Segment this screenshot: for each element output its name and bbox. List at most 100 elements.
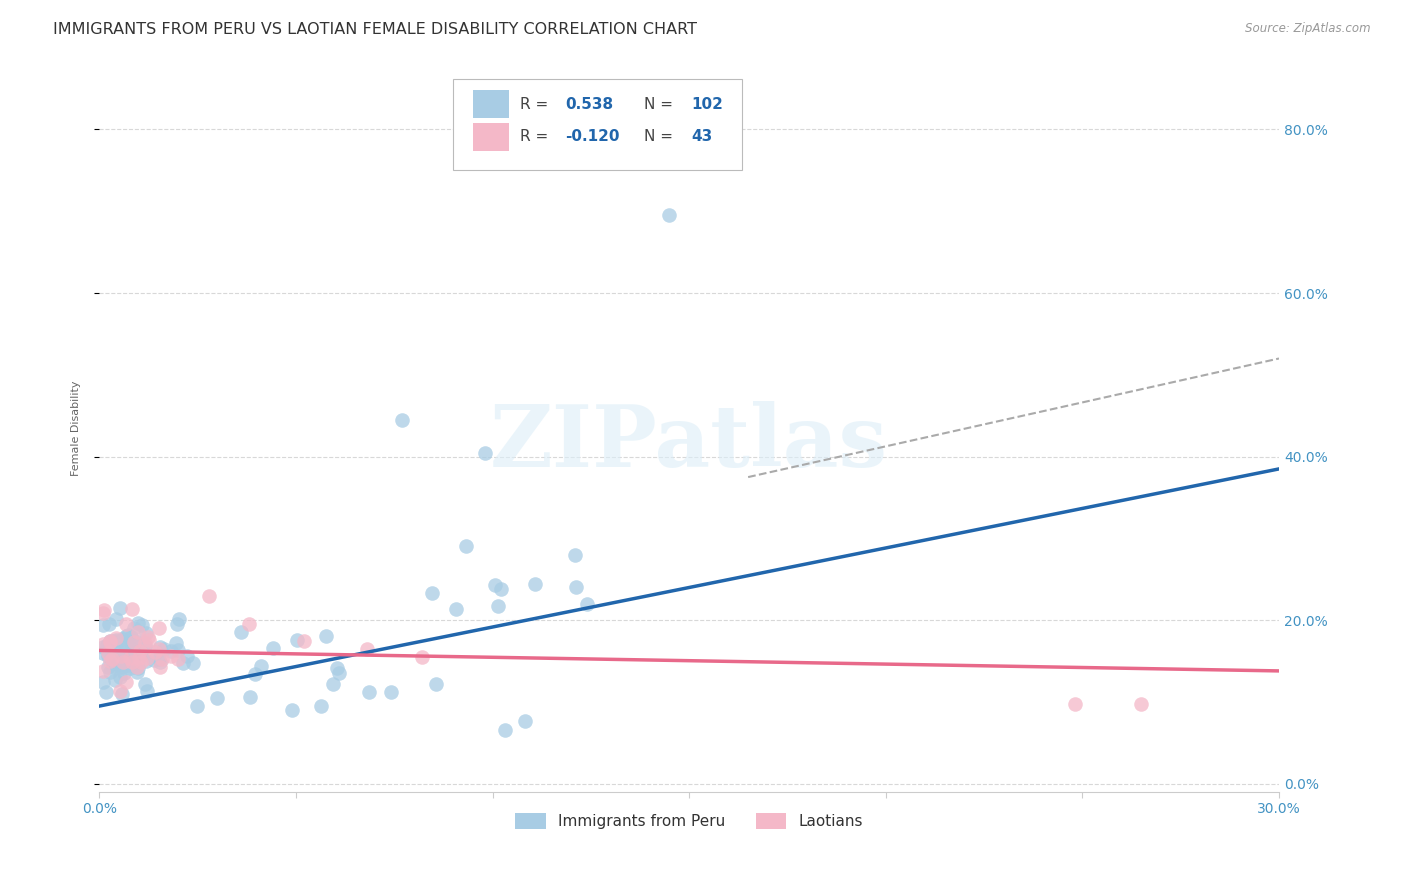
Point bbox=[117, 658, 139, 673]
FancyBboxPatch shape bbox=[453, 78, 742, 169]
Point bbox=[149, 660, 172, 674]
Point bbox=[328, 666, 350, 681]
Point bbox=[110, 655, 132, 669]
Point bbox=[136, 684, 159, 698]
Point bbox=[513, 714, 536, 728]
Point bbox=[422, 585, 444, 599]
Text: -0.120: -0.120 bbox=[565, 129, 620, 145]
Point bbox=[134, 636, 156, 650]
Point bbox=[127, 661, 149, 675]
Point bbox=[98, 616, 121, 631]
Point bbox=[494, 723, 516, 738]
Point bbox=[112, 655, 135, 669]
Point bbox=[148, 621, 170, 635]
Point bbox=[96, 685, 118, 699]
Point bbox=[112, 666, 135, 681]
Text: N =: N = bbox=[644, 129, 678, 145]
Point bbox=[129, 644, 152, 658]
Point bbox=[118, 651, 141, 665]
Point bbox=[97, 646, 120, 660]
FancyBboxPatch shape bbox=[474, 90, 509, 118]
Point bbox=[117, 628, 139, 642]
Point bbox=[115, 649, 138, 664]
Point bbox=[110, 660, 132, 674]
Point bbox=[120, 652, 142, 666]
Point bbox=[135, 626, 157, 640]
Point bbox=[160, 644, 183, 658]
Point bbox=[115, 629, 138, 643]
Point bbox=[91, 665, 114, 679]
Point bbox=[250, 658, 273, 673]
Point bbox=[138, 630, 160, 644]
Point bbox=[105, 612, 128, 626]
Point bbox=[121, 645, 143, 659]
Point bbox=[143, 645, 166, 659]
Point bbox=[128, 650, 150, 665]
Point bbox=[486, 599, 509, 614]
Point bbox=[285, 633, 308, 648]
Point bbox=[186, 699, 208, 714]
Point bbox=[98, 633, 121, 648]
Point bbox=[120, 640, 142, 655]
Point bbox=[111, 657, 134, 671]
Point bbox=[120, 630, 142, 644]
Point bbox=[149, 655, 172, 669]
Point bbox=[138, 632, 160, 647]
Text: 43: 43 bbox=[692, 129, 713, 145]
Point bbox=[107, 644, 129, 658]
Point bbox=[93, 603, 115, 617]
Point bbox=[127, 645, 149, 659]
Point bbox=[124, 635, 146, 649]
Point bbox=[658, 208, 681, 222]
Point bbox=[114, 641, 136, 656]
Point bbox=[91, 637, 114, 651]
Point bbox=[97, 648, 120, 663]
Point bbox=[380, 684, 402, 698]
Point bbox=[96, 638, 118, 652]
Point bbox=[142, 653, 165, 667]
Text: 102: 102 bbox=[692, 96, 723, 112]
Point bbox=[111, 632, 134, 646]
Point bbox=[309, 698, 332, 713]
Point bbox=[108, 670, 131, 684]
Point bbox=[97, 659, 120, 673]
Point bbox=[134, 677, 156, 691]
Text: Source: ZipAtlas.com: Source: ZipAtlas.com bbox=[1246, 22, 1371, 36]
Point bbox=[166, 643, 188, 657]
Point bbox=[129, 647, 152, 661]
Point bbox=[112, 651, 135, 665]
Point bbox=[121, 655, 143, 669]
Point bbox=[107, 653, 129, 667]
Point bbox=[281, 703, 304, 717]
Point bbox=[122, 634, 145, 648]
Point bbox=[118, 661, 141, 675]
Point bbox=[491, 582, 513, 597]
Point bbox=[322, 676, 344, 690]
Point bbox=[124, 633, 146, 648]
Point bbox=[104, 673, 127, 687]
FancyBboxPatch shape bbox=[474, 123, 509, 151]
Point bbox=[131, 618, 153, 632]
Point bbox=[105, 631, 128, 645]
Point bbox=[114, 675, 136, 690]
Point bbox=[262, 641, 284, 656]
Point bbox=[136, 651, 159, 665]
Point bbox=[149, 640, 172, 654]
Point bbox=[108, 601, 131, 615]
Point bbox=[205, 691, 228, 706]
Point bbox=[127, 616, 149, 631]
Point bbox=[425, 676, 447, 690]
Point bbox=[474, 445, 496, 459]
Point bbox=[239, 690, 262, 705]
Point bbox=[122, 621, 145, 635]
Y-axis label: Female Disability: Female Disability bbox=[72, 380, 82, 475]
Point bbox=[98, 636, 121, 650]
Point bbox=[150, 652, 173, 666]
Point bbox=[134, 639, 156, 653]
Point bbox=[1063, 697, 1085, 711]
Text: ZIPatlas: ZIPatlas bbox=[491, 401, 889, 484]
Point bbox=[238, 617, 260, 632]
Point bbox=[110, 648, 132, 663]
Point bbox=[148, 651, 170, 665]
Point bbox=[169, 612, 191, 626]
